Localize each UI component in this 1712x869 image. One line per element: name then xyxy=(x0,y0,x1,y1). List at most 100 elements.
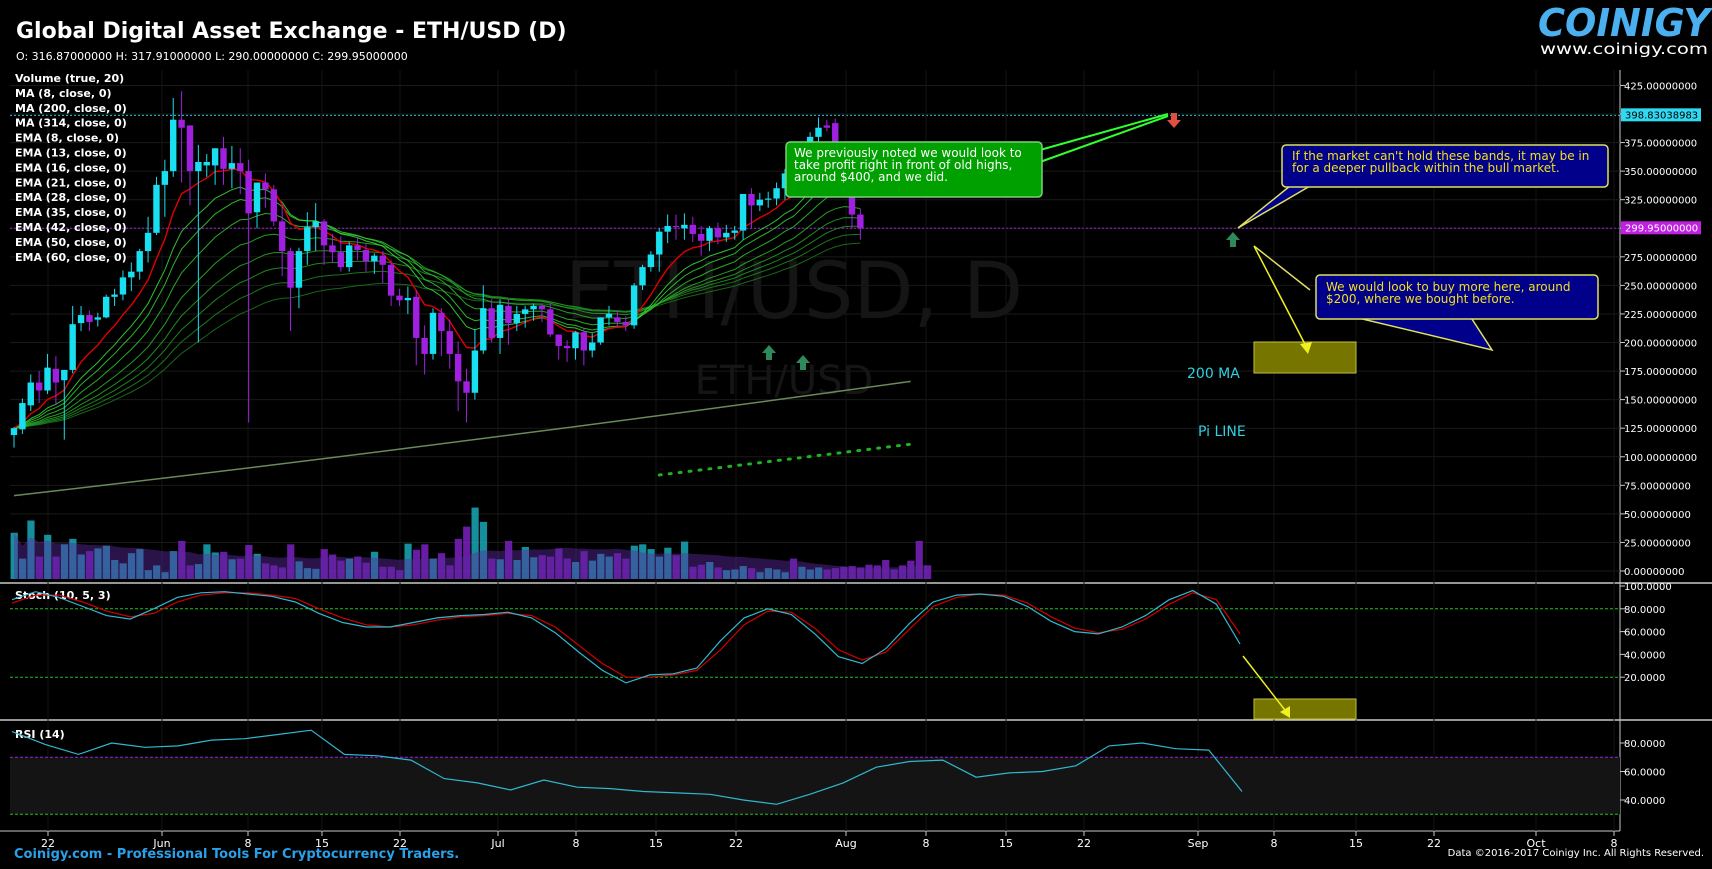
stoch-tick-label: 40.0000 xyxy=(1624,650,1665,661)
indicator-label: MA (8, close, 0) xyxy=(15,87,112,100)
candle-body xyxy=(580,332,588,351)
candle-body xyxy=(547,309,554,335)
volume-bar xyxy=(806,569,814,579)
volume-bar xyxy=(429,558,437,579)
candle-body xyxy=(111,294,118,297)
volume-bar xyxy=(362,562,370,579)
volume-bar xyxy=(546,556,555,579)
volume-bar xyxy=(169,551,178,579)
candle-body xyxy=(186,125,194,172)
volume-bar xyxy=(211,552,219,579)
candle-body xyxy=(421,337,428,354)
ema-60-line xyxy=(13,242,861,429)
candle-body xyxy=(413,296,420,338)
volume-bar xyxy=(454,538,462,579)
volume-bar xyxy=(236,558,245,579)
candle-body xyxy=(153,184,160,233)
stoch-tick-label: 60.0000 xyxy=(1624,628,1665,639)
volume-bar xyxy=(295,561,303,579)
price-tick-label: 325.00000000 xyxy=(1624,196,1697,207)
volume-bar xyxy=(94,548,102,579)
candle-body xyxy=(857,214,864,229)
volume-bar xyxy=(127,553,136,579)
volume-bar xyxy=(404,543,412,579)
candle-body xyxy=(672,225,680,228)
candle-body xyxy=(119,277,127,295)
indicator-label: EMA (35, close, 0) xyxy=(15,206,127,219)
price-tick-label: 425.00000000 xyxy=(1624,81,1697,92)
volume-bar xyxy=(245,545,253,579)
candle-body xyxy=(396,295,403,301)
price-tick-label: 75.00000000 xyxy=(1624,481,1691,492)
volume-bar xyxy=(437,553,446,579)
ma200-label: 200 MA xyxy=(1187,366,1240,382)
volume-bar xyxy=(77,554,85,579)
volume-bar xyxy=(27,520,35,579)
candle-body xyxy=(739,193,747,231)
candle-body xyxy=(513,313,520,324)
ema-28-line xyxy=(13,206,861,429)
resistance-price-label: 398.83038983 xyxy=(1625,110,1698,121)
ema-13-line xyxy=(13,171,861,429)
candle-body xyxy=(128,271,135,278)
candle-body xyxy=(10,428,18,436)
stoch-tick-label: 80.0000 xyxy=(1624,605,1665,616)
coinigy-logo[interactable]: COINIGY www.coinigy.com xyxy=(1538,1,1712,58)
candle-body xyxy=(337,252,345,268)
candle-body xyxy=(765,198,772,200)
volume-bar xyxy=(144,570,152,579)
candle-body xyxy=(429,312,437,354)
volume-bar xyxy=(521,547,529,579)
volume-bar xyxy=(387,566,395,579)
candle-body xyxy=(161,171,169,185)
candle-body xyxy=(488,308,495,338)
candle-body xyxy=(639,267,646,286)
candle-body xyxy=(178,119,185,128)
candle-body xyxy=(748,193,755,206)
candle-body xyxy=(605,313,613,318)
stoch-zone-arrow xyxy=(1242,655,1289,715)
volume-bar xyxy=(655,556,664,579)
volume-bar xyxy=(613,553,622,579)
pi-line-label: Pi LINE xyxy=(1198,424,1246,440)
volume-bar xyxy=(731,569,739,579)
volume-bar xyxy=(496,559,504,579)
volume-bar xyxy=(681,541,689,579)
time-tick-label: 8 xyxy=(1271,837,1278,850)
volume-bar xyxy=(882,559,890,579)
volume-bar xyxy=(907,560,915,579)
candle-body xyxy=(530,305,537,310)
watermark-sub: ETH/USD xyxy=(695,358,874,404)
candle-body xyxy=(463,381,470,393)
candle-body xyxy=(35,382,43,391)
volume-ma-area xyxy=(14,532,928,579)
volume-bar xyxy=(312,568,320,579)
volume-bar xyxy=(52,556,60,579)
candle-body xyxy=(195,161,202,172)
ohlc-readout: O: 316.87000000 H: 317.91000000 L: 290.0… xyxy=(16,50,408,63)
price-tick-label: 0.00000000 xyxy=(1624,567,1684,578)
volume-bar xyxy=(890,569,898,579)
candle-body xyxy=(731,230,738,233)
volume-bar xyxy=(69,538,77,579)
volume-bar xyxy=(605,556,613,579)
price-tick-label: 150.00000000 xyxy=(1624,396,1697,407)
volume-bar xyxy=(689,566,697,579)
ema-42-line xyxy=(13,225,861,429)
footer-left[interactable]: Coinigy.com - Professional Tools For Cry… xyxy=(14,847,459,862)
indicator-label: EMA (13, close, 0) xyxy=(15,147,127,160)
annotation-profit-text: We previously noted we would look to tak… xyxy=(794,147,1022,184)
candle-body xyxy=(211,148,219,166)
indicator-label: EMA (28, close, 0) xyxy=(15,191,127,204)
candle-body xyxy=(170,119,177,172)
volume-bar xyxy=(815,567,823,579)
candle-body xyxy=(86,315,93,322)
candle-body xyxy=(77,315,85,324)
candle-body xyxy=(102,296,110,318)
logo-brand: COINIGY xyxy=(1538,1,1712,45)
candle-body xyxy=(354,245,361,250)
candle-body xyxy=(471,350,479,393)
candle-body xyxy=(94,317,101,320)
volume-bar xyxy=(756,572,764,579)
